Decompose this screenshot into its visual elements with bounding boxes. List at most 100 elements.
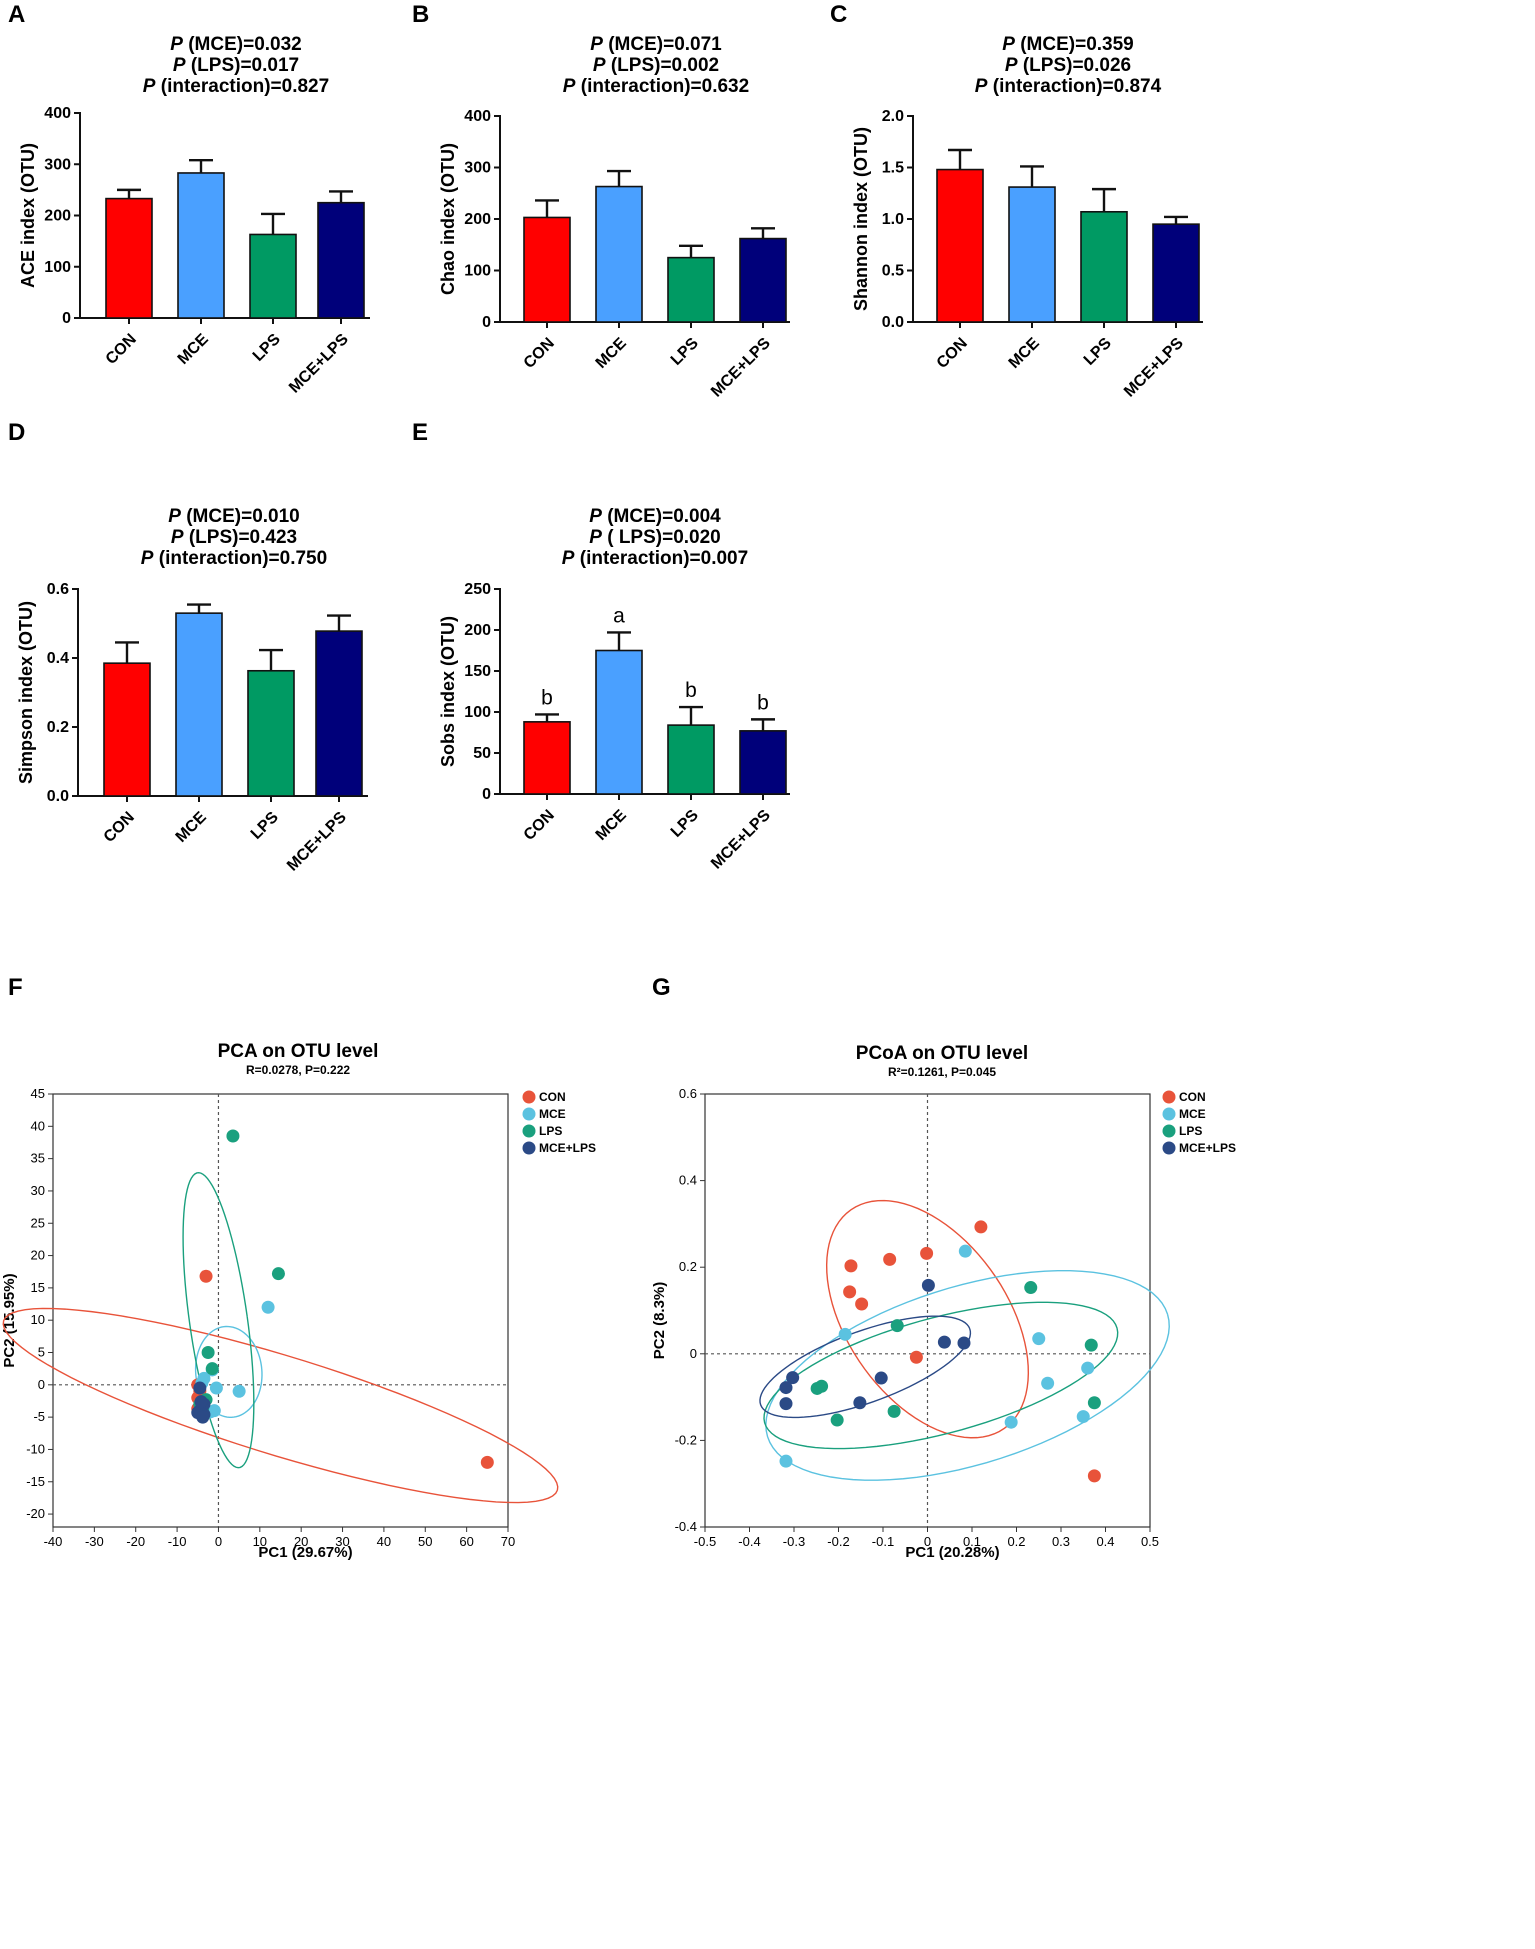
stat-title-line: P (MCE)=0.004 <box>589 506 721 527</box>
bar-mce-lps <box>315 630 363 797</box>
bar-mce-lps <box>739 237 787 323</box>
point-mce <box>958 1244 972 1258</box>
bar-mce <box>177 172 225 319</box>
stat-text: (MCE)=0.359 <box>1015 34 1134 55</box>
stat-text: (interaction)=0.007 <box>574 548 748 569</box>
point-lps <box>887 1404 901 1418</box>
x-tick-label: MCE+LPS <box>1121 335 1187 401</box>
stat-text: (interaction)=0.750 <box>153 548 327 569</box>
x-tick-label: LPS <box>668 807 702 841</box>
stat-text: (LPS)=0.026 <box>1018 55 1132 76</box>
p-symbol: P <box>170 34 183 55</box>
p-symbol: P <box>589 527 602 548</box>
legend-label: MCE+LPS <box>539 1141 596 1155</box>
y-tick-label: 1.0 <box>882 211 904 228</box>
point-con <box>1087 1469 1101 1483</box>
point-mce <box>838 1327 852 1341</box>
y-tick-label: 100 <box>464 263 491 280</box>
p-symbol: P <box>975 76 988 97</box>
point-con <box>909 1350 923 1364</box>
point-con <box>883 1252 897 1266</box>
stat-title-line: P (LPS)=0.423 <box>171 527 297 548</box>
legend-marker <box>1162 1141 1176 1155</box>
x-tick-label: MCE <box>173 809 210 846</box>
point-lps <box>271 1267 285 1281</box>
point-mce-lps <box>193 1381 207 1395</box>
point-mce-lps <box>779 1381 793 1395</box>
bar-mce <box>175 612 223 797</box>
x-tick-label: CON <box>103 331 140 368</box>
p-symbol: P <box>1002 34 1015 55</box>
y-tick-label: 15 <box>31 1280 45 1295</box>
p-symbol: P <box>173 55 186 76</box>
legend-label: LPS <box>1179 1124 1202 1138</box>
y-axis-label: Sobs index (OTU) <box>438 616 458 767</box>
plot-frame <box>52 1093 509 1528</box>
p-symbol: P <box>590 34 603 55</box>
x-tick-label: CON <box>101 809 138 846</box>
x-tick-label: -0.2 <box>827 1534 849 1549</box>
y-tick-label: 20 <box>31 1248 45 1263</box>
x-tick-label: 0.1 <box>963 1534 981 1549</box>
legend-marker <box>522 1141 536 1155</box>
y-tick-label: 45 <box>31 1086 45 1101</box>
point-mce-lps <box>194 1395 208 1409</box>
legend-marker <box>1162 1090 1176 1104</box>
x-tick-label: -0.4 <box>738 1534 760 1549</box>
stat-title-line: P (interaction)=0.632 <box>563 76 749 97</box>
p-symbol: P <box>143 76 156 97</box>
panel-label: C <box>830 1 847 28</box>
stat-title-line: P (MCE)=0.010 <box>168 506 299 527</box>
bar-lps <box>667 724 715 795</box>
legend-marker <box>1162 1107 1176 1121</box>
x-tick-label: CON <box>934 335 971 372</box>
y-tick-label: 0.6 <box>679 1086 697 1101</box>
y-tick-label: 35 <box>31 1151 45 1166</box>
stat-title-line: P (interaction)=0.750 <box>141 548 327 569</box>
point-con <box>844 1259 858 1273</box>
y-tick-label: 200 <box>464 622 491 639</box>
x-tick-label: -30 <box>85 1534 104 1549</box>
point-con <box>855 1297 869 1311</box>
x-tick-label: MCE <box>593 335 630 372</box>
stat-title-line: P (interaction)=0.827 <box>143 76 329 97</box>
x-tick-label: 30 <box>335 1534 349 1549</box>
x-tick-label: 0.4 <box>1096 1534 1114 1549</box>
y-tick-label: 400 <box>44 105 71 122</box>
x-tick-label: 50 <box>418 1534 432 1549</box>
y-axis-label: Simpson index (OTU) <box>16 601 36 784</box>
x-tick-label: -0.1 <box>872 1534 894 1549</box>
point-mce-lps <box>196 1410 210 1424</box>
y-tick-label: 0.0 <box>882 314 904 331</box>
point-lps <box>1087 1396 1101 1410</box>
x-tick-label: 70 <box>501 1534 515 1549</box>
legend-marker <box>522 1124 536 1138</box>
y-axis-label: ACE index (OTU) <box>18 143 38 288</box>
bar-mce <box>595 649 643 795</box>
x-tick-label: MCE+LPS <box>284 809 350 875</box>
y-tick-label: 50 <box>473 745 491 762</box>
y-tick-label: 1.5 <box>882 160 904 177</box>
legend-label: CON <box>1179 1090 1206 1104</box>
x-tick-label: -0.5 <box>694 1534 716 1549</box>
x-tick-label: MCE <box>1006 335 1043 372</box>
y-tick-label: 0.4 <box>679 1173 697 1188</box>
panel-label: D <box>8 419 25 446</box>
p-symbol: P <box>593 55 606 76</box>
stat-title-line: P (MCE)=0.071 <box>590 34 722 55</box>
bar-mce-lps <box>317 201 365 319</box>
stat-text: ( LPS)=0.020 <box>602 527 721 548</box>
point-lps <box>890 1319 904 1333</box>
y-tick-label: 300 <box>464 160 491 177</box>
bar-mce-lps <box>739 730 787 795</box>
x-tick-label: MCE+LPS <box>708 807 774 873</box>
panel-label: E <box>412 419 428 446</box>
y-tick-label: 400 <box>464 108 491 125</box>
stat-title-line: P (MCE)=0.359 <box>1002 34 1133 55</box>
bar-con <box>936 168 984 323</box>
point-mce-lps <box>779 1397 793 1411</box>
point-mce <box>1032 1332 1046 1346</box>
point-mce <box>1081 1361 1095 1375</box>
